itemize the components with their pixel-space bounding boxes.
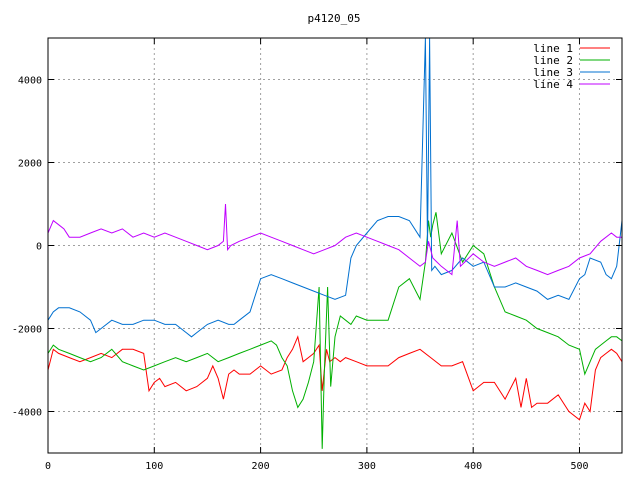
series-lines: [48, 38, 622, 449]
x-tick-label: 200: [252, 461, 270, 472]
y-tick-label: 4000: [18, 76, 42, 87]
series-line-3: [48, 38, 622, 338]
x-tick-label: 100: [145, 461, 163, 472]
grid-lines: [48, 38, 622, 453]
legend-label-4: line 4: [533, 78, 573, 91]
x-tick-label: 400: [464, 461, 482, 472]
x-tick-label: 300: [358, 461, 376, 472]
series-line-1: [48, 335, 622, 421]
y-tick-label: -4000: [12, 408, 42, 419]
y-tick-label: -2000: [12, 325, 42, 336]
y-tick-label: 0: [36, 242, 42, 253]
legend-label-2: line 2: [533, 54, 573, 67]
legend-label-3: line 3: [533, 66, 573, 79]
y-tick-label: 2000: [18, 159, 42, 170]
legend-label-1: line 1: [533, 42, 573, 55]
series-line-2: [48, 212, 622, 449]
series-line-4: [48, 203, 622, 276]
axis-ticks: 0 100 200 300 400 500 -4000 -2000 0 2000 4000: [12, 38, 622, 472]
chart-title: p4120_05: [308, 12, 361, 25]
x-tick-label: 0: [45, 461, 51, 472]
x-tick-label: 500: [570, 461, 588, 472]
